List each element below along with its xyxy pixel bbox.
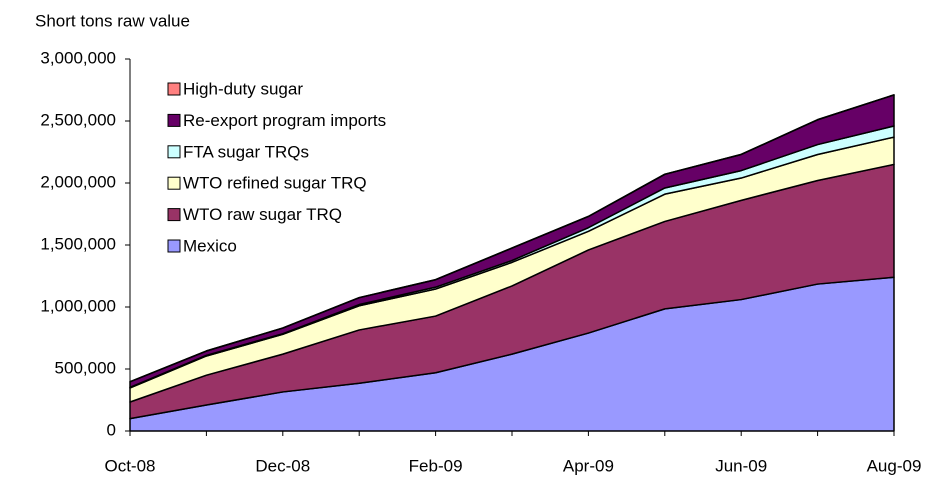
x-tick-label: Jun-09: [715, 456, 767, 475]
legend-label: WTO refined sugar TRQ: [183, 174, 367, 193]
area: [129, 94, 895, 383]
legend-swatch: [167, 176, 181, 190]
y-tick-label: 2,500,000: [40, 110, 116, 129]
legend-swatch: [167, 113, 181, 127]
y-tick-label: 3,000,000: [40, 48, 116, 67]
y-axis-label: Short tons raw value: [35, 11, 190, 30]
y-tick-label: 1,000,000: [40, 296, 116, 315]
legend-label: Re-export program imports: [183, 111, 386, 130]
legend-label: High-duty sugar: [183, 79, 303, 98]
legend-label: WTO raw sugar TRQ: [183, 205, 342, 224]
legend-swatch: [167, 145, 181, 159]
x-tick-label: Oct-08: [104, 456, 155, 475]
legend-swatch: [167, 208, 181, 222]
legend-swatch: [167, 239, 181, 253]
x-tick-label: Dec-08: [255, 456, 310, 475]
x-tick-label: Feb-09: [409, 456, 463, 475]
x-tick-label: Apr-09: [563, 456, 614, 475]
y-tick-label: 0: [107, 420, 116, 439]
legend-label: FTA sugar TRQs: [183, 142, 309, 161]
y-tick-label: 2,000,000: [40, 172, 116, 191]
x-tick-label: Aug-09: [867, 456, 922, 475]
y-tick-label: 1,500,000: [40, 234, 116, 253]
legend-swatch: [167, 82, 181, 96]
legend-label: Mexico: [183, 236, 237, 255]
y-tick-label: 500,000: [55, 358, 116, 377]
